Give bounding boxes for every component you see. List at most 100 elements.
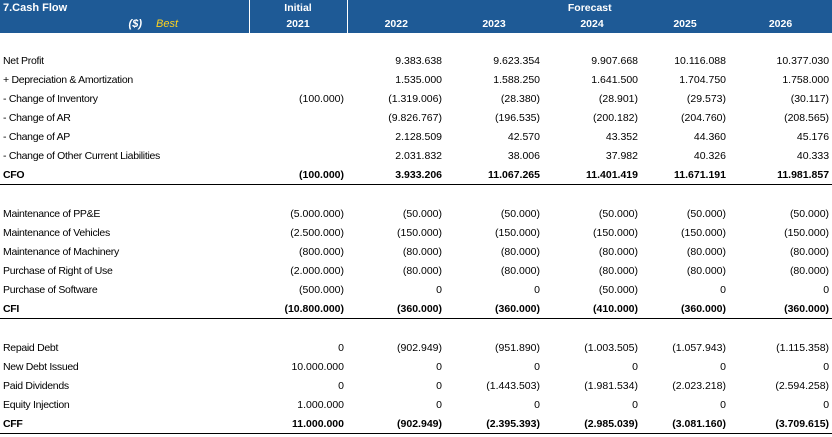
initial-value-cell[interactable]: (2.000.000) (290, 264, 344, 277)
forecast-value-cell[interactable]: 0 (823, 398, 830, 411)
forecast-value-cell[interactable]: 0 (720, 283, 726, 296)
forecast-value-cell[interactable]: (80.000) (789, 264, 830, 277)
forecast-value-cell[interactable]: (80.000) (402, 264, 442, 277)
forecast-value-cell[interactable]: 10.377.030 (776, 54, 830, 67)
forecast-value-cell[interactable]: 0 (720, 398, 726, 411)
forecast-value-cell[interactable]: (80.000) (598, 245, 638, 258)
forecast-value-cell[interactable]: (3.081.160) (641, 414, 729, 434)
forecast-value-cell[interactable]: (9.826.767) (388, 111, 442, 124)
forecast-value-cell[interactable]: 10.116.088 (674, 54, 726, 67)
forecast-value-cell[interactable]: (2.985.039) (543, 414, 641, 434)
forecast-value-cell[interactable]: 11.401.419 (543, 165, 641, 185)
forecast-value-cell[interactable]: 40.333 (796, 149, 830, 162)
forecast-value-cell[interactable]: 1.704.750 (679, 73, 726, 86)
forecast-value-cell[interactable]: (80.000) (686, 264, 726, 277)
forecast-value-cell[interactable]: (360.000) (641, 299, 729, 319)
forecast-value-cell[interactable]: (360.000) (347, 299, 445, 319)
forecast-value-cell[interactable]: 0 (632, 360, 638, 373)
forecast-value-cell[interactable]: 0 (534, 398, 540, 411)
forecast-value-cell[interactable]: (3.709.615) (729, 414, 832, 434)
forecast-value-cell[interactable]: 0 (823, 360, 830, 373)
forecast-value-cell[interactable]: 2.031.832 (395, 149, 442, 162)
forecast-value-cell[interactable]: 1.588.250 (493, 73, 540, 86)
initial-value-cell[interactable]: (100.000) (249, 165, 347, 185)
forecast-value-cell[interactable]: (1.115.358) (776, 341, 830, 354)
forecast-value-cell[interactable]: 11.981.857 (729, 165, 832, 185)
forecast-value-cell[interactable]: (2.023.218) (672, 379, 726, 392)
initial-value-cell[interactable]: 11.000.000 (249, 414, 347, 434)
forecast-value-cell[interactable]: (150.000) (397, 226, 442, 239)
initial-value-cell[interactable] (249, 146, 347, 165)
forecast-value-cell[interactable]: 0 (436, 398, 442, 411)
forecast-value-cell[interactable]: 11.067.265 (445, 165, 543, 185)
forecast-value-cell[interactable]: 11.671.191 (641, 165, 729, 185)
forecast-value-cell[interactable]: (902.949) (347, 414, 445, 434)
forecast-value-cell[interactable]: 2.128.509 (395, 130, 442, 143)
forecast-value-cell[interactable]: 45.176 (796, 130, 830, 143)
forecast-value-cell[interactable]: 37.982 (605, 149, 638, 162)
forecast-value-cell[interactable]: (1.003.505) (584, 341, 638, 354)
forecast-value-cell[interactable]: (196.535) (495, 111, 540, 124)
forecast-value-cell[interactable]: 43.352 (605, 130, 638, 143)
forecast-value-cell[interactable]: (50.000) (402, 207, 442, 220)
forecast-value-cell[interactable]: (80.000) (598, 264, 638, 277)
forecast-value-cell[interactable]: (2.594.258) (775, 379, 830, 392)
forecast-value-cell[interactable]: (80.000) (686, 245, 726, 258)
forecast-value-cell[interactable]: (1.443.503) (486, 379, 540, 392)
initial-value-cell[interactable] (249, 70, 347, 89)
forecast-value-cell[interactable]: 0 (436, 283, 442, 296)
forecast-value-cell[interactable]: 0 (436, 360, 442, 373)
forecast-value-cell[interactable]: 1.641.500 (591, 73, 638, 86)
forecast-value-cell[interactable]: 40.326 (693, 149, 726, 162)
forecast-value-cell[interactable]: 9.907.668 (591, 54, 638, 67)
forecast-value-cell[interactable]: (1.981.534) (584, 379, 638, 392)
initial-value-cell[interactable]: (100.000) (299, 92, 344, 105)
initial-value-cell[interactable] (249, 127, 347, 146)
initial-value-cell[interactable]: (10.800.000) (249, 299, 347, 319)
forecast-value-cell[interactable]: 1.758.000 (782, 73, 830, 86)
forecast-value-cell[interactable]: (80.000) (789, 245, 830, 258)
forecast-value-cell[interactable]: (360.000) (445, 299, 543, 319)
forecast-value-cell[interactable]: 9.383.638 (395, 54, 442, 67)
forecast-value-cell[interactable]: 0 (720, 360, 726, 373)
initial-value-cell[interactable]: 10.000.000 (291, 360, 344, 373)
forecast-value-cell[interactable]: (29.573) (686, 92, 726, 105)
forecast-value-cell[interactable]: (80.000) (402, 245, 442, 258)
initial-value-cell[interactable]: (500.000) (299, 283, 344, 296)
forecast-value-cell[interactable]: (150.000) (495, 226, 540, 239)
forecast-value-cell[interactable]: (150.000) (593, 226, 638, 239)
forecast-value-cell[interactable]: (2.395.393) (445, 414, 543, 434)
initial-value-cell[interactable]: 0 (338, 341, 344, 354)
scenario-label[interactable]: Best (150, 15, 249, 33)
forecast-value-cell[interactable]: (1.319.006) (388, 92, 442, 105)
forecast-value-cell[interactable]: 0 (534, 360, 540, 373)
forecast-value-cell[interactable]: (50.000) (500, 207, 540, 220)
initial-value-cell[interactable]: (2.500.000) (290, 226, 344, 239)
initial-value-cell[interactable]: 0 (338, 379, 344, 392)
forecast-value-cell[interactable]: (208.565) (784, 111, 830, 124)
forecast-value-cell[interactable]: (50.000) (598, 207, 638, 220)
forecast-value-cell[interactable]: (360.000) (729, 299, 832, 319)
forecast-value-cell[interactable]: (951.890) (495, 341, 540, 354)
forecast-value-cell[interactable]: 0 (632, 398, 638, 411)
forecast-value-cell[interactable]: (80.000) (500, 264, 540, 277)
forecast-value-cell[interactable]: 44.360 (693, 130, 726, 143)
forecast-value-cell[interactable]: (50.000) (598, 283, 638, 296)
forecast-value-cell[interactable]: (410.000) (543, 299, 641, 319)
forecast-value-cell[interactable]: (150.000) (681, 226, 726, 239)
forecast-value-cell[interactable]: 0 (823, 283, 830, 296)
forecast-value-cell[interactable]: (1.057.943) (672, 341, 726, 354)
forecast-value-cell[interactable]: 0 (534, 283, 540, 296)
forecast-value-cell[interactable]: (902.949) (397, 341, 442, 354)
initial-value-cell[interactable]: 1.000.000 (297, 398, 344, 411)
forecast-value-cell[interactable]: 42.570 (507, 130, 540, 143)
forecast-value-cell[interactable]: (200.182) (593, 111, 638, 124)
initial-value-cell[interactable] (249, 51, 347, 70)
forecast-value-cell[interactable]: (80.000) (500, 245, 540, 258)
forecast-value-cell[interactable]: 0 (436, 379, 442, 392)
forecast-value-cell[interactable]: 1.535.000 (395, 73, 442, 86)
forecast-value-cell[interactable]: (28.901) (598, 92, 638, 105)
initial-value-cell[interactable] (249, 108, 347, 127)
forecast-value-cell[interactable]: 9.623.354 (493, 54, 540, 67)
forecast-value-cell[interactable]: 3.933.206 (347, 165, 445, 185)
